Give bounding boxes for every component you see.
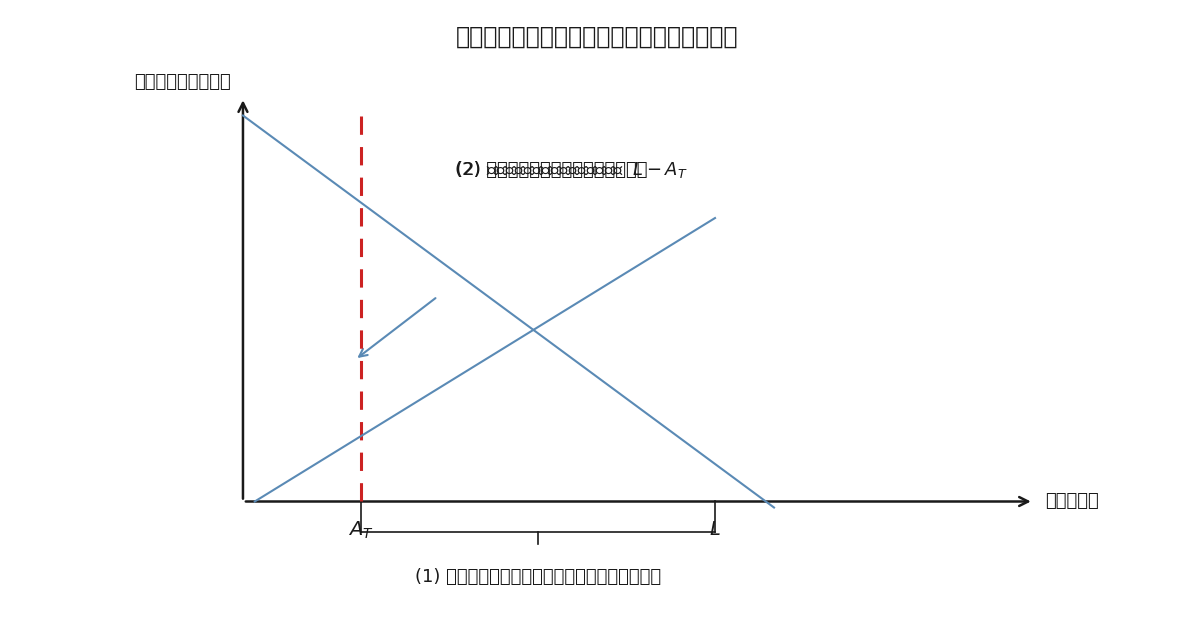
Text: 図表３：母体企業破たん時の株主のペイオフ: 図表３：母体企業破たん時の株主のペイオフ [456,25,738,49]
Text: 年金資産額: 年金資産額 [1046,492,1100,510]
Text: $L$: $L$ [709,520,721,539]
Text: (2) 破たん時に支払いを免れる掛金：  $L - A_T$: (2) 破たん時に支払いを免れる掛金： $L - A_T$ [455,159,688,180]
Text: $A_T$: $A_T$ [349,520,374,541]
Text: 破たん時のペイオフ: 破たん時のペイオフ [135,73,232,91]
Text: (2) 破たん時に支払いを免れる掛金：: (2) 破たん時に支払いを免れる掛金： [455,161,648,179]
Text: (1) 積立不足時に追加的に支払う必要がある掛金: (1) 積立不足時に追加的に支払う必要がある掛金 [416,568,661,586]
